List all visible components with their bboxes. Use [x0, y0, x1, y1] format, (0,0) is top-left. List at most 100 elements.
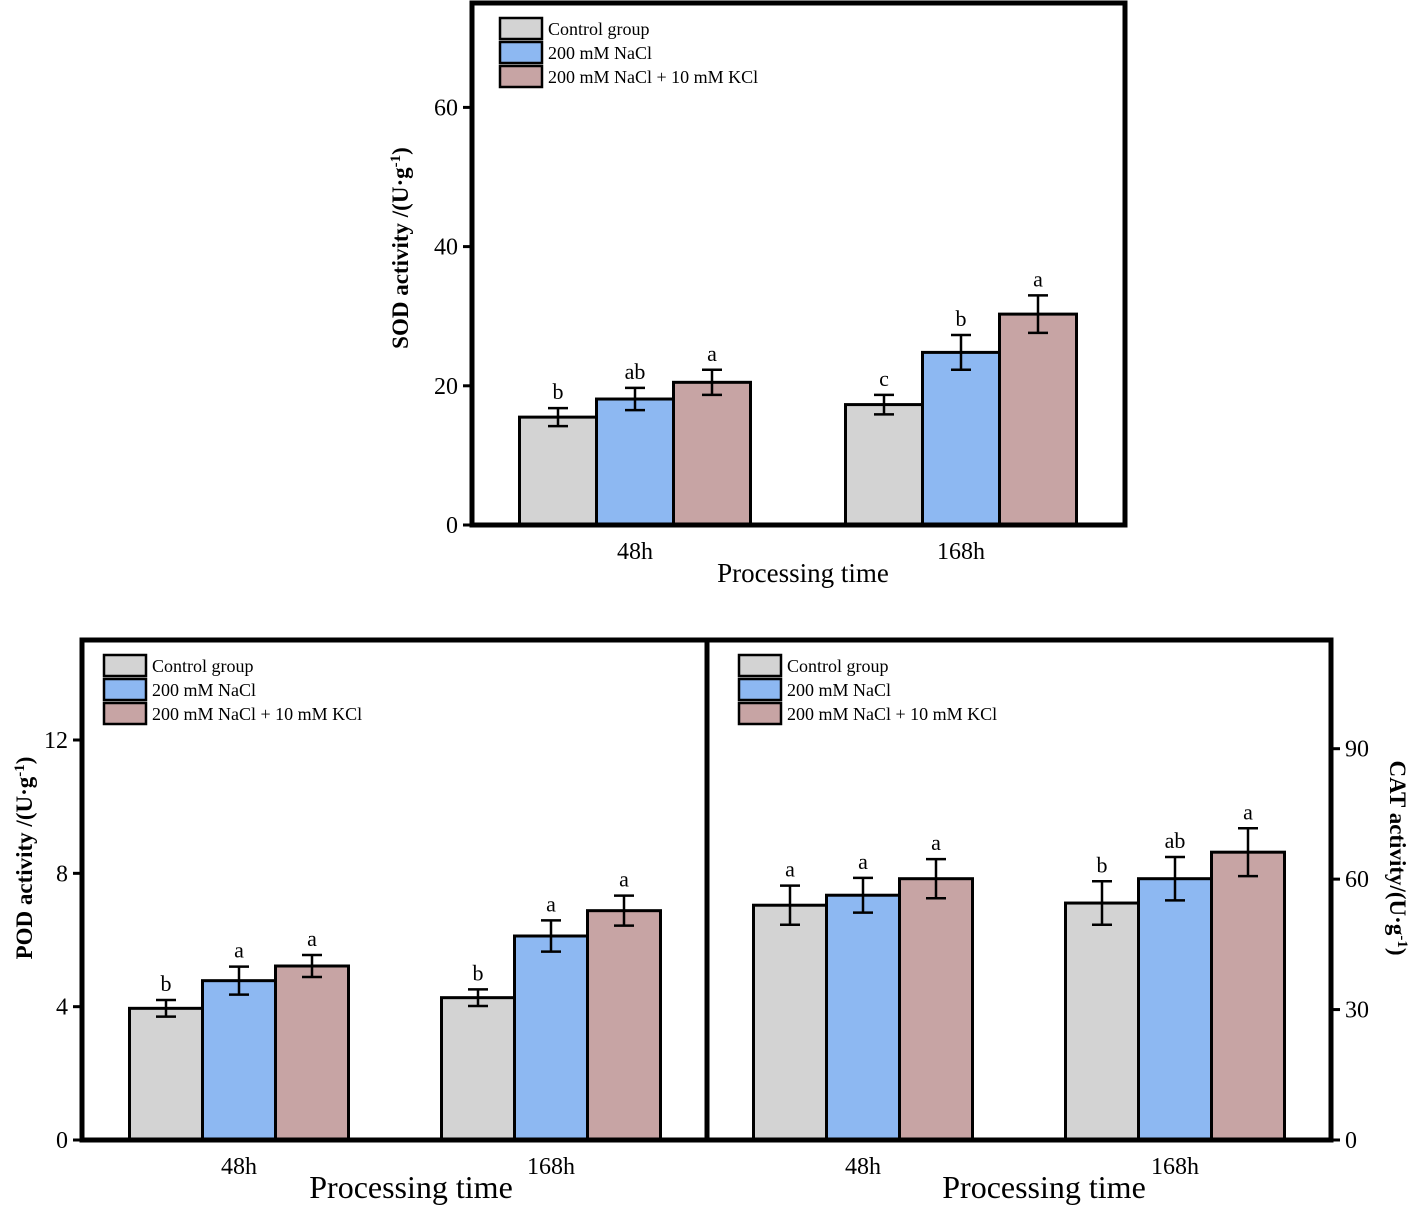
pod-sig-letter-nacl-168h: a [546, 891, 556, 916]
pod-legend: Control group 200 mM NaCl 200 mM NaCl + 10… [102, 653, 362, 726]
cat-y-axis-title-sup: -1 [1394, 935, 1410, 948]
pod-xtick-label-168h: 168h [527, 1154, 575, 1180]
sod-bar-kcl-48h [672, 380, 752, 527]
sod-bar-control-168h [844, 403, 924, 527]
cat-errorbar-nacl-168h [1165, 855, 1185, 902]
pod-legend-swatch-nacl [102, 677, 148, 702]
cat-legend: Control group 200 mM NaCl 200 mM NaCl + 10… [737, 653, 997, 726]
sod-legend-swatch-nacl [498, 40, 544, 65]
cat-ytick-label-60: 60 [1345, 867, 1369, 893]
cat-legend-swatch-kcl [737, 701, 783, 726]
pod-errorbar-kcl-168h [614, 894, 634, 927]
pod-legend-label-control: Control group [152, 656, 254, 676]
sod-sig-letter-kcl-168h: a [1033, 266, 1043, 291]
pod-bar-nacl-48h [201, 979, 277, 1142]
cat-xtick-label-48h: 48h [845, 1154, 881, 1180]
pod-errorbar-nacl-168h [541, 919, 561, 953]
pod-sig-letter-control-48h: b [161, 971, 172, 996]
cat-y-axis-title: CAT activity/(U·g-1) [1385, 761, 1410, 956]
sod-bar-nacl-48h [595, 397, 675, 527]
pod-xtick-label-48h: 48h [221, 1154, 257, 1180]
cat-errorbar-control-48h [780, 884, 800, 927]
cat-sig-letter-nacl-168h: ab [1165, 828, 1186, 853]
cat-legend-label-nacl: 200 mM NaCl [787, 680, 891, 700]
cat-sig-letter-kcl-48h: a [931, 830, 941, 855]
sod-y-axis-title-close: ) [388, 147, 413, 155]
sod-sig-letter-control-48h: b [553, 379, 564, 404]
sod-chart: b c ab b a a 0 20 40 60 48h 168h Processing time SOD … [388, 0, 1128, 588]
cat-bar-nacl-168h [1137, 877, 1213, 1142]
sod-y-axis-title: SOD activity /(U·g-1) [388, 147, 413, 349]
sod-legend-label-nacl: 200 mM NaCl [548, 43, 652, 63]
sod-legend-label-control: Control group [548, 19, 650, 39]
cat-xtick-label-168h: 168h [1151, 1154, 1199, 1180]
cat-errorbar-kcl-168h [1238, 827, 1258, 878]
sod-legend-swatch-kcl [498, 64, 544, 89]
pod-sig-letter-kcl-168h: a [619, 867, 629, 892]
pod-bar-kcl-48h [274, 964, 350, 1142]
sod-ytick-label-0: 0 [446, 513, 458, 539]
pod-errorbar-control-168h [468, 988, 488, 1008]
pod-legend-swatch-kcl [102, 701, 148, 726]
pod-errorbar-control-48h [156, 998, 176, 1018]
sod-sig-letter-kcl-48h: a [707, 341, 717, 366]
sod-ytick-label-60: 60 [434, 95, 458, 121]
sod-errorbar-nacl-48h [625, 386, 645, 412]
sod-legend-label-kcl: 200 mM NaCl + 10 mM KCl [548, 67, 758, 87]
pod-legend-label-kcl: 200 mM NaCl + 10 mM KCl [152, 704, 362, 724]
pod-ytick-label-4: 4 [56, 995, 68, 1021]
cat-bar-control-168h [1064, 901, 1140, 1142]
sod-y-axis-title-main: SOD activity /(U·g [388, 167, 413, 349]
sod-legend: Control group 200 mM NaCl 200 mM NaCl + 10… [498, 16, 758, 89]
sod-bar-nacl-168h [921, 350, 1001, 527]
pod-y-axis-title-close: ) [12, 757, 37, 765]
sod-bar-kcl-168h [998, 312, 1078, 527]
pod-bar-control-48h [128, 1006, 204, 1142]
cat-legend-label-control: Control group [787, 656, 889, 676]
pod-y-axis-title-main: POD activity /(U·g [12, 776, 37, 959]
cat-legend-swatch-nacl [737, 677, 783, 702]
pod-sig-letter-nacl-48h: a [234, 938, 244, 963]
cat-sig-letter-kcl-168h: a [1243, 799, 1253, 824]
sod-ytick-label-40: 40 [434, 235, 458, 261]
sod-xtick-label-168h: 168h [937, 539, 985, 565]
cat-y-axis-title-main: CAT activity/(U·g [1385, 761, 1410, 936]
sod-y-axis-title-sup: -1 [388, 155, 404, 168]
sod-sig-letter-control-168h: c [879, 366, 889, 391]
pod-sig-letter-kcl-48h: a [307, 926, 317, 951]
cat-legend-swatch-control [737, 653, 783, 678]
sod-ytick-label-20: 20 [434, 374, 458, 400]
cat-errorbar-nacl-48h [853, 876, 873, 914]
cat-ytick-label-90: 90 [1345, 737, 1369, 763]
pod-chart: b b a a a a 0 4 8 12 48h 168h Processing time POD act… [12, 637, 710, 1205]
sod-errorbar-kcl-48h [702, 368, 722, 397]
pod-y-axis-title: POD activity /(U·g-1) [12, 757, 37, 960]
sod-errorbar-control-168h [874, 393, 894, 416]
pod-bar-nacl-168h [513, 934, 589, 1142]
cat-sig-letter-nacl-48h: a [858, 849, 868, 874]
pod-x-axis-title: Processing time [309, 1169, 513, 1205]
pod-errorbar-nacl-48h [229, 965, 249, 996]
sod-legend-swatch-control [498, 16, 544, 41]
cat-y-axis-title-close: ) [1385, 948, 1410, 956]
pod-bar-kcl-168h [586, 909, 662, 1142]
cat-ytick-label-30: 30 [1345, 998, 1369, 1024]
sod-bar-control-48h [518, 415, 598, 527]
pod-y-axis-title-sup: -1 [12, 764, 28, 777]
cat-bar-kcl-168h [1210, 850, 1286, 1142]
pod-legend-swatch-control [102, 653, 148, 678]
cat-legend-label-kcl: 200 mM NaCl + 10 mM KCl [787, 704, 997, 724]
sod-errorbar-kcl-168h [1028, 294, 1048, 335]
cat-sig-letter-control-168h: b [1097, 852, 1108, 877]
cat-sig-letter-control-48h: a [785, 857, 795, 882]
pod-ytick-label-0: 0 [56, 1128, 68, 1154]
cat-ytick-label-0: 0 [1345, 1128, 1357, 1154]
cat-bar-nacl-48h [825, 893, 901, 1142]
sod-sig-letter-nacl-48h: ab [625, 359, 646, 384]
cat-x-axis-title: Processing time [942, 1169, 1146, 1205]
pod-bar-control-168h [440, 996, 516, 1142]
cat-errorbar-kcl-48h [926, 857, 946, 900]
pod-ytick-label-8: 8 [56, 861, 68, 887]
